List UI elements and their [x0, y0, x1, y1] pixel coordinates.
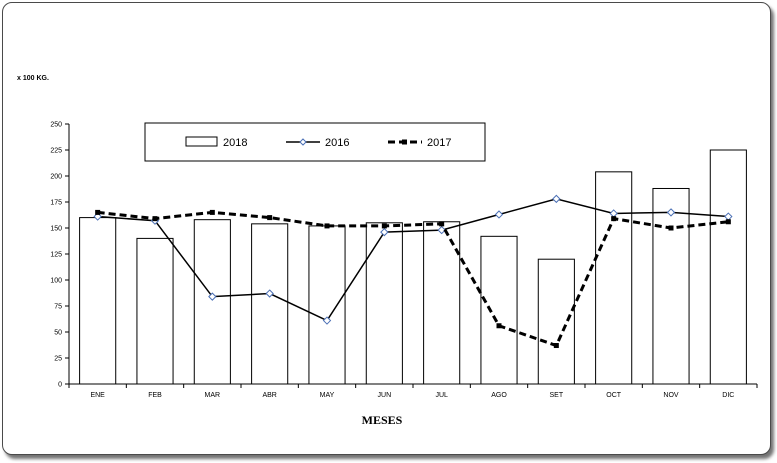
y-tick-label: 175 [50, 200, 62, 207]
x-tick-label: FEB [148, 392, 162, 399]
legend-swatch-2018 [185, 136, 218, 147]
point-2016 [208, 292, 217, 301]
y-tick-label: 50 [54, 330, 62, 337]
point-2017 [324, 223, 330, 229]
point-2017 [209, 209, 215, 215]
point-2016 [552, 194, 561, 204]
point-2017 [439, 221, 445, 227]
x-tick-label: SET [550, 392, 564, 399]
legend-label-2016: 2016 [325, 137, 349, 149]
legend: 2018 2016 2017 [144, 122, 486, 162]
point-2017 [267, 215, 273, 221]
legend-marker-2016 [299, 138, 307, 146]
x-tick-label: DIC [722, 392, 734, 399]
point-2016 [666, 208, 676, 217]
bar-2018 [595, 171, 633, 385]
bar-2018 [193, 219, 231, 385]
bar-2018 [136, 237, 174, 385]
x-axis-title: MESES [362, 413, 403, 427]
y-tick-label: 200 [50, 174, 62, 181]
y-tick-label: 75 [54, 304, 62, 311]
y-tick-label: 125 [50, 252, 62, 259]
y-unit-label: x 100 KG. [17, 75, 49, 82]
x-tick-label: ENE [90, 392, 105, 399]
point-2016 [437, 225, 446, 235]
bar-2018 [537, 258, 575, 385]
point-2017 [381, 223, 387, 229]
bar-2018 [423, 221, 461, 385]
x-tick-label: MAY [320, 392, 335, 399]
bar-2018 [251, 223, 289, 385]
y-tick-label: 100 [50, 278, 62, 285]
bar-2018 [79, 217, 117, 385]
legend-marker-2017 [402, 139, 407, 145]
x-tick-label: AGO [491, 392, 507, 399]
x-tick-label: JUL [435, 392, 448, 399]
series-line-2017 [97, 210, 729, 348]
y-tick-label: 0 [58, 382, 62, 389]
x-tick-label: OCT [606, 392, 622, 399]
legend-label-2018: 2018 [223, 137, 247, 149]
bar-2018 [652, 187, 690, 385]
bar-2018 [480, 235, 518, 385]
point-2017 [725, 219, 731, 225]
point-2017 [152, 216, 158, 222]
x-tick-label: JUN [378, 392, 392, 399]
point-2016 [494, 210, 504, 219]
y-tick-label: 150 [50, 226, 62, 233]
legend-label-2017: 2017 [427, 137, 451, 149]
point-2016 [265, 289, 274, 298]
point-2017 [553, 343, 559, 349]
point-2017 [668, 225, 674, 231]
bar-2018 [308, 225, 346, 385]
y-tick-label: 25 [54, 356, 62, 363]
point-2017 [611, 216, 617, 222]
y-tick-label: 225 [50, 148, 62, 155]
bar-2018 [365, 222, 403, 385]
bar-2018 [709, 149, 747, 385]
point-2017 [95, 209, 101, 215]
x-tick-label: NOV [663, 392, 679, 399]
point-2017 [496, 323, 502, 329]
series-line-2016 [97, 198, 729, 322]
y-tick-label: 250 [50, 122, 62, 129]
point-2016 [380, 227, 389, 237]
x-tick-label: ABR [262, 392, 276, 399]
x-tick-label: MAR [205, 392, 221, 399]
point-2016 [322, 316, 332, 325]
